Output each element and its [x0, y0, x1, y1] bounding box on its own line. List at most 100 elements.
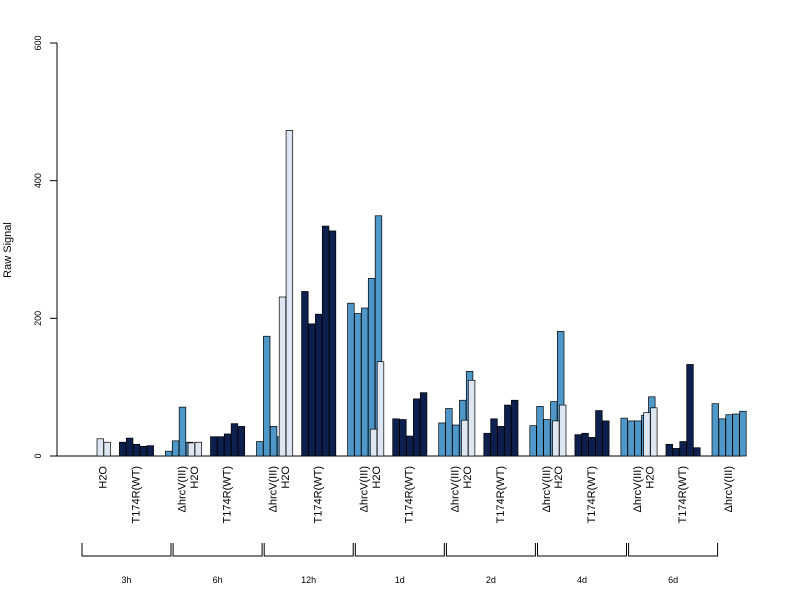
y-tick-label: 600	[33, 35, 43, 50]
time-label: 1d	[395, 575, 405, 585]
bar	[321, 225, 330, 457]
condition-label: H2O	[462, 466, 474, 489]
time-label: 6h	[213, 575, 223, 585]
condition-label: T174R(WT)	[404, 466, 416, 523]
bar	[194, 441, 202, 457]
condition-label: T174R(WT)	[495, 466, 507, 523]
bar	[504, 404, 512, 457]
bar	[627, 420, 635, 457]
condition-label: ΔhrcV(III)	[268, 466, 280, 512]
bar	[581, 432, 589, 457]
bar	[650, 407, 658, 457]
bar	[467, 379, 476, 457]
bar	[413, 398, 421, 457]
bar	[445, 408, 453, 457]
bar	[178, 406, 187, 457]
bar	[490, 418, 498, 457]
bar	[529, 425, 537, 457]
time-bracket	[81, 543, 172, 557]
bar	[406, 435, 414, 457]
bar	[620, 417, 628, 457]
bar	[497, 426, 505, 457]
condition-label: T174R(WT)	[313, 466, 325, 523]
bar	[643, 412, 651, 457]
bar	[536, 406, 544, 457]
bar	[438, 422, 446, 457]
time-bracket	[354, 543, 445, 557]
bar	[132, 443, 141, 457]
time-bracket	[537, 543, 627, 557]
bar	[103, 441, 111, 457]
condition-label: ΔhrcV(III)	[176, 466, 188, 512]
bar	[602, 420, 610, 457]
bar	[230, 423, 239, 457]
y-tick-label: 0	[33, 453, 43, 458]
time-label: 6d	[668, 575, 678, 585]
time-bracket	[172, 543, 263, 557]
bar	[217, 436, 225, 457]
condition-label: H2O	[98, 466, 110, 489]
time-bracket	[263, 543, 354, 557]
bar	[139, 446, 148, 457]
time-brackets: 3h 6h 12h 1d 2d 4d 6d	[81, 543, 719, 585]
condition-label: ΔhrcV(III)	[632, 466, 644, 512]
bar	[354, 313, 362, 457]
bar	[187, 442, 196, 457]
condition-labels: H2O T174R(WT) ΔhrcV(III) H2O T174R(WT) ΔhrcV(…	[98, 466, 735, 524]
bar	[588, 437, 596, 457]
condition-label: ΔhrcV(III)	[359, 466, 371, 512]
condition-label: H2O	[280, 466, 292, 489]
bar	[725, 414, 733, 457]
bar	[574, 434, 582, 457]
bars	[96, 130, 747, 457]
bar	[452, 424, 460, 457]
bar	[543, 419, 551, 457]
bar	[559, 404, 567, 457]
condition-label: H2O	[189, 466, 201, 489]
bar	[552, 420, 560, 457]
y-tick-label: 400	[33, 173, 43, 188]
condition-label: ΔhrcV(III)	[723, 466, 735, 512]
bar	[461, 419, 469, 457]
time-label: 12h	[301, 575, 316, 585]
bar	[634, 420, 642, 457]
bar	[718, 418, 726, 457]
bar	[361, 307, 369, 457]
condition-label: H2O	[371, 466, 383, 489]
condition-label: T174R(WT)	[130, 466, 142, 523]
condition-label: T174R(WT)	[222, 466, 234, 523]
condition-label: ΔhrcV(III)	[450, 466, 462, 512]
bar	[686, 364, 694, 457]
bar	[347, 302, 355, 457]
bar	[376, 361, 385, 457]
bar	[419, 392, 428, 457]
bar	[595, 410, 603, 457]
condition-label: T174R(WT)	[677, 466, 689, 523]
bar	[96, 438, 104, 457]
y-axis: 0 200 400 600	[33, 35, 58, 459]
bar	[278, 296, 287, 457]
bar	[237, 426, 246, 457]
condition-label: H2O	[553, 466, 565, 489]
bar	[739, 410, 747, 457]
bar	[672, 448, 680, 457]
bar	[399, 419, 407, 457]
bar	[328, 230, 337, 457]
condition-label: H2O	[644, 466, 656, 489]
bar	[308, 323, 316, 457]
y-tick-label: 200	[33, 311, 43, 326]
bar	[210, 436, 218, 457]
y-axis-title: Raw Signal	[2, 222, 14, 278]
bar	[125, 437, 134, 457]
bar	[511, 399, 519, 457]
bar	[223, 433, 232, 457]
time-bracket	[445, 543, 536, 557]
condition-label: ΔhrcV(III)	[541, 466, 553, 512]
bar	[146, 445, 154, 457]
bar	[665, 443, 673, 457]
bar	[732, 413, 740, 457]
time-label: 2d	[486, 575, 496, 585]
bar	[165, 450, 173, 457]
bar	[369, 428, 378, 457]
